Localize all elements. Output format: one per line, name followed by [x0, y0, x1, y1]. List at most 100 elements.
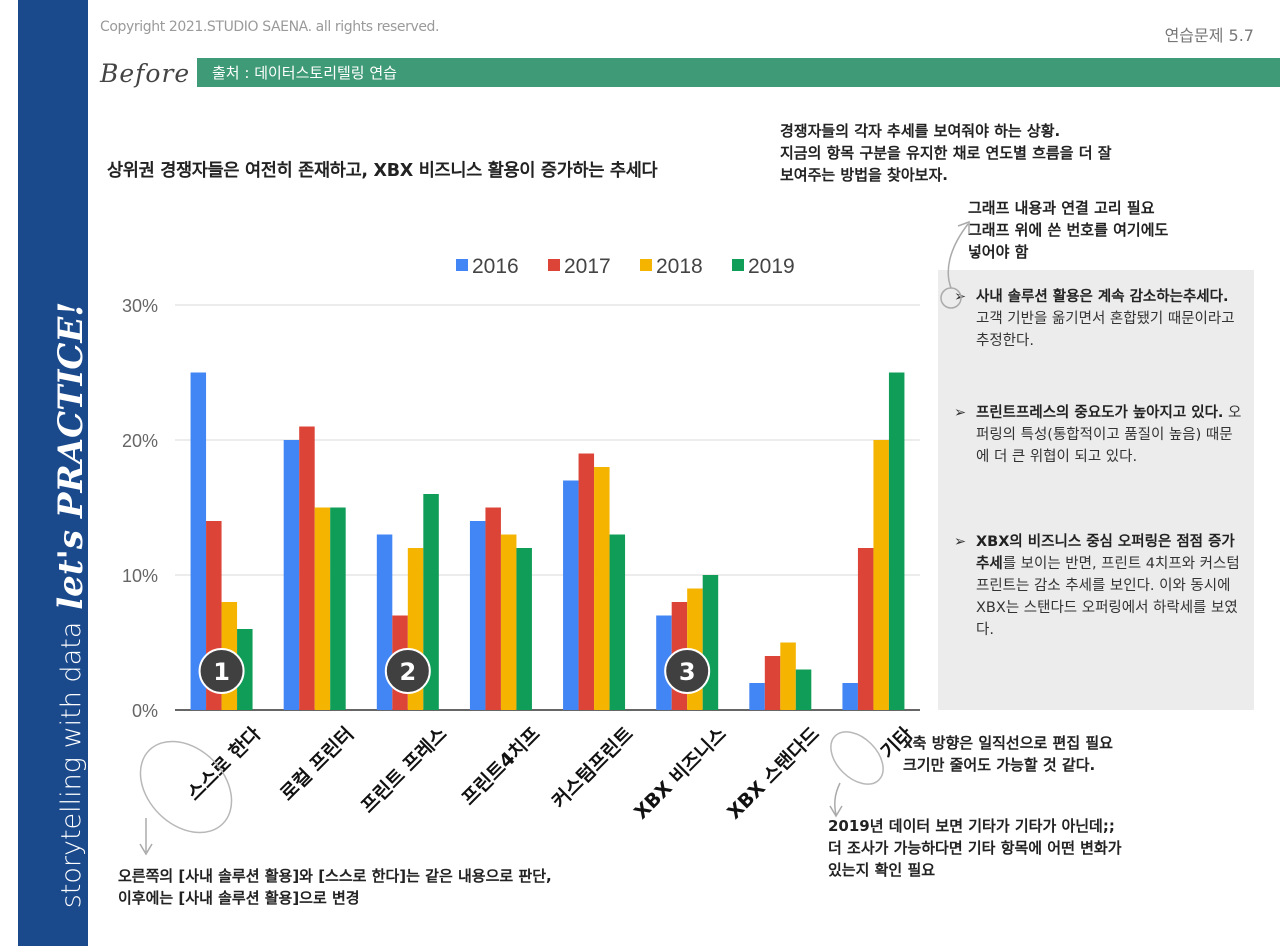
legend-label: 2018: [656, 255, 703, 278]
headline: 상위권 경쟁자들은 여전히 존재하고, XBX 비즈니스 활용이 증가하는 추세…: [107, 161, 658, 181]
insight-panel: [938, 270, 1254, 710]
note-line: 2019년 데이터 보면 기타가 기타가 아닌데;;: [828, 817, 1115, 835]
note-bottom: 오른쪽의 [사내 솔루션 활용]와 [스스로 한다]는 같은 내용으로 판단, …: [118, 865, 552, 909]
bullet-rest: 를 보이는 반면, 프린트 4치프와 커스텀 프린트는 감소 추세를 보인다. …: [976, 556, 1240, 638]
annotations: [139, 220, 970, 856]
note-line: x축 방향은 일직선으로 편집 필요: [903, 734, 1113, 752]
number-marker-label: 3: [679, 658, 696, 686]
bar: [563, 480, 579, 710]
bars: [190, 372, 905, 710]
note-link: 그래프 내용과 연결 고리 필요 그래프 위에 쓴 번호를 여기에도 넣어야 함: [968, 197, 1168, 263]
legend: 2016 2017 2018 2019: [456, 255, 795, 278]
bar: [500, 534, 517, 710]
circle-annotation: [139, 740, 233, 834]
x-tick-label: XBX 스탠다드: [723, 723, 824, 824]
sidebar: storytelling with data let's PRACTICE!: [18, 0, 91, 946]
insight-bullet: ➢ 프린트프레스의 중요도가 높아지고 있다. 오퍼링의 특성(통합적이고 품질…: [954, 402, 1244, 468]
bullet-bold: 프린트프레스의 중요도가 높아지고 있다.: [976, 405, 1224, 421]
number-marker: [198, 648, 245, 694]
number-markers: 1 2 3: [198, 648, 711, 694]
y-tick-label: 10%: [122, 566, 158, 586]
number-marker-label: 2: [399, 658, 416, 686]
legend-swatch: [548, 259, 560, 271]
note-top: 경쟁자들의 각자 추세를 보여줘야 하는 상황. 지금의 항목 구분을 유지한 …: [780, 120, 1112, 186]
exercise-number: 연습문제 5.7: [1164, 26, 1254, 45]
bar: [283, 440, 300, 710]
x-tick-label: 스스로 한다: [183, 723, 265, 805]
bar: [237, 629, 253, 710]
y-tick-label: 30%: [122, 296, 158, 316]
note-axis: x축 방향은 일직선으로 편집 필요 크기만 줄어도 가능할 것 같다.: [903, 732, 1113, 776]
note-line: 보여주는 방법을 찾아보자.: [780, 166, 948, 184]
x-tick-label: 로컬 프린터: [276, 723, 358, 805]
note-line: 있는지 확인 필요: [828, 861, 936, 879]
bar: [702, 575, 719, 710]
bar: [314, 507, 331, 710]
legend-label: 2017: [564, 255, 611, 278]
legend-swatch: [456, 259, 468, 271]
arrow-connector: [947, 223, 969, 289]
bullet-circle-annotation: [940, 287, 962, 309]
bullet-arrow-icon: ➢: [954, 405, 967, 421]
number-marker-label: 1: [213, 658, 230, 686]
bullet-bold: XBX의 비즈니스 중심 오퍼링은 점점 증가 추세: [976, 534, 1235, 572]
note-line: 더 조사가 가능하다면 기타 항목에 어떤 변화가: [828, 839, 1122, 857]
bar: [795, 669, 812, 710]
bar: [764, 656, 781, 710]
bar: [190, 372, 207, 710]
bar: [888, 372, 905, 710]
legend-label: 2016: [472, 255, 519, 278]
bar: [609, 534, 626, 710]
note-other: 2019년 데이터 보면 기타가 기타가 아닌데;; 더 조사가 가능하다면 기…: [828, 815, 1122, 881]
bar: [578, 453, 595, 710]
bullet-bold: 사내 솔루션 활용은 계속 감소하는추세다.: [976, 289, 1229, 305]
number-marker: [384, 648, 431, 694]
note-line: 크기만 줄어도 가능할 것 같다.: [903, 756, 1096, 774]
bar: [469, 521, 486, 710]
legend-swatch: [732, 259, 744, 271]
bar: [857, 548, 874, 710]
circle-annotation: [830, 731, 884, 785]
bullet-arrow-icon: ➢: [954, 289, 967, 305]
note-line: 이후에는 [사내 솔루션 활용]으로 변경: [118, 889, 360, 907]
x-tick-label: 프린트 프레스: [357, 723, 451, 817]
bullet-rest: 오퍼링의 특성(통합적이고 품질이 높음) 때문에 더 큰 위협이 되고 있다.: [976, 405, 1242, 465]
note-line: 지금의 항목 구분을 유지한 채로 연도별 흐름을 더 잘: [780, 144, 1112, 162]
note-line: 그래프 위에 쓴 번호를 여기에도: [968, 221, 1169, 239]
x-tick-label: 기타: [877, 723, 918, 764]
bar: [656, 615, 672, 710]
legend-label: 2019: [748, 255, 795, 278]
insight-bullet: ➢ 사내 솔루션 활용은 계속 감소하는추세다. 고객 기반을 옮기면서 혼합됐…: [954, 286, 1244, 352]
x-tick-label: 커스텀프린트: [548, 723, 638, 813]
bar: [873, 440, 889, 710]
before-label: Before: [100, 59, 191, 88]
bar: [749, 683, 765, 710]
note-line: 오른쪽의 [사내 솔루션 활용]와 [스스로 한다]는 같은 내용으로 판단,: [118, 867, 552, 885]
copyright: Copyright 2021.STUDIO SAENA. all rights …: [100, 19, 440, 35]
bullet-arrow-icon: ➢: [954, 534, 967, 550]
source-label: 출처 : 데이터스토리텔링 연습: [212, 64, 397, 82]
arrow-head-icon: [139, 843, 153, 856]
y-tick-label: 20%: [122, 431, 158, 451]
x-tick-label: XBX 비즈니스: [630, 723, 731, 824]
x-tick-label: 프린트4치프: [458, 723, 545, 810]
insight-bullet: ➢ XBX의 비즈니스 중심 오퍼링은 점점 증가 추세를 보이는 반면, 프린…: [954, 531, 1244, 641]
legend-swatch: [640, 259, 652, 271]
bar: [330, 507, 346, 710]
note-line: 경쟁자들의 각자 추세를 보여줘야 하는 상황.: [780, 122, 1061, 140]
note-line: 넣어야 함: [968, 243, 1029, 261]
bar: [780, 642, 796, 710]
bar: [516, 548, 532, 710]
number-marker: [664, 648, 711, 694]
arrow-head-icon: [957, 220, 970, 234]
bar: [842, 683, 858, 710]
bullet-rest: 고객 기반을 옮기면서 혼합됐기 때문이라고 추정한다.: [976, 311, 1235, 349]
bar: [594, 467, 610, 710]
source-bar: [197, 58, 1280, 87]
arrow-connector: [834, 782, 841, 816]
bar: [485, 507, 501, 710]
arrow-head-icon: [829, 805, 843, 818]
bar: [423, 494, 439, 710]
